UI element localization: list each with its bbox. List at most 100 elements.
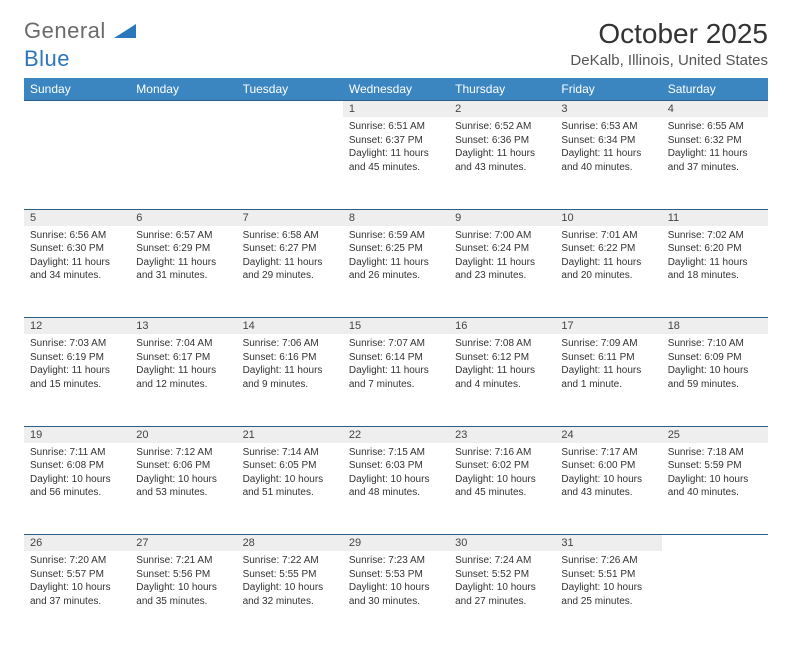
- daylight-line: Daylight: 11 hours and 18 minutes.: [668, 256, 762, 283]
- day-content-cell: Sunrise: 7:14 AMSunset: 6:05 PMDaylight:…: [237, 443, 343, 535]
- daylight-line: Daylight: 10 hours and 40 minutes.: [668, 473, 762, 500]
- daylight-line: Daylight: 11 hours and 29 minutes.: [243, 256, 337, 283]
- day-content-cell: Sunrise: 6:53 AMSunset: 6:34 PMDaylight:…: [555, 117, 661, 209]
- day-number-cell: 16: [449, 318, 555, 335]
- day-content-cell: Sunrise: 6:55 AMSunset: 6:32 PMDaylight:…: [662, 117, 768, 209]
- daylight-line: Daylight: 10 hours and 32 minutes.: [243, 581, 337, 608]
- day-number-cell: 19: [24, 426, 130, 443]
- sunrise-line: Sunrise: 7:06 AM: [243, 337, 337, 351]
- day-number-cell: 23: [449, 426, 555, 443]
- day-content-cell: Sunrise: 7:17 AMSunset: 6:00 PMDaylight:…: [555, 443, 661, 535]
- daylight-line: Daylight: 11 hours and 15 minutes.: [30, 364, 124, 391]
- daylight-line: Daylight: 10 hours and 43 minutes.: [561, 473, 655, 500]
- sunrise-line: Sunrise: 7:18 AM: [668, 446, 762, 460]
- day-content-cell: Sunrise: 7:24 AMSunset: 5:52 PMDaylight:…: [449, 551, 555, 643]
- sunrise-line: Sunrise: 7:24 AM: [455, 554, 549, 568]
- daylight-line: Daylight: 10 hours and 51 minutes.: [243, 473, 337, 500]
- logo-triangle-icon: [114, 18, 136, 44]
- sunrise-line: Sunrise: 6:53 AM: [561, 120, 655, 134]
- daylight-line: Daylight: 11 hours and 23 minutes.: [455, 256, 549, 283]
- sunrise-line: Sunrise: 7:04 AM: [136, 337, 230, 351]
- daylight-line: Daylight: 11 hours and 37 minutes.: [668, 147, 762, 174]
- day-content-cell: Sunrise: 6:51 AMSunset: 6:37 PMDaylight:…: [343, 117, 449, 209]
- sunset-line: Sunset: 6:22 PM: [561, 242, 655, 256]
- day-content-row: Sunrise: 7:11 AMSunset: 6:08 PMDaylight:…: [24, 443, 768, 535]
- day-number-cell: 15: [343, 318, 449, 335]
- daylight-line: Daylight: 10 hours and 56 minutes.: [30, 473, 124, 500]
- sunrise-line: Sunrise: 7:20 AM: [30, 554, 124, 568]
- day-content-cell: Sunrise: 7:02 AMSunset: 6:20 PMDaylight:…: [662, 226, 768, 318]
- day-number-cell: 26: [24, 535, 130, 552]
- sunrise-line: Sunrise: 7:11 AM: [30, 446, 124, 460]
- day-number-row: 12131415161718: [24, 318, 768, 335]
- day-content-cell: Sunrise: 7:01 AMSunset: 6:22 PMDaylight:…: [555, 226, 661, 318]
- weekday-header: Thursday: [449, 78, 555, 101]
- day-content-cell: Sunrise: 6:56 AMSunset: 6:30 PMDaylight:…: [24, 226, 130, 318]
- day-content-cell: Sunrise: 7:00 AMSunset: 6:24 PMDaylight:…: [449, 226, 555, 318]
- day-number-cell: 9: [449, 209, 555, 226]
- daylight-line: Daylight: 11 hours and 34 minutes.: [30, 256, 124, 283]
- day-content-cell: Sunrise: 6:57 AMSunset: 6:29 PMDaylight:…: [130, 226, 236, 318]
- day-number-cell: 27: [130, 535, 236, 552]
- day-number-cell: 8: [343, 209, 449, 226]
- sunset-line: Sunset: 6:11 PM: [561, 351, 655, 365]
- sunset-line: Sunset: 6:27 PM: [243, 242, 337, 256]
- sunrise-line: Sunrise: 6:51 AM: [349, 120, 443, 134]
- daylight-line: Daylight: 10 hours and 27 minutes.: [455, 581, 549, 608]
- sunrise-line: Sunrise: 6:55 AM: [668, 120, 762, 134]
- daylight-line: Daylight: 10 hours and 45 minutes.: [455, 473, 549, 500]
- sunset-line: Sunset: 5:52 PM: [455, 568, 549, 582]
- daylight-line: Daylight: 11 hours and 31 minutes.: [136, 256, 230, 283]
- weekday-header: Sunday: [24, 78, 130, 101]
- day-number-cell: [130, 101, 236, 118]
- day-number-cell: 14: [237, 318, 343, 335]
- month-title: October 2025: [570, 18, 768, 50]
- day-number-cell: 28: [237, 535, 343, 552]
- day-content-cell: Sunrise: 7:26 AMSunset: 5:51 PMDaylight:…: [555, 551, 661, 643]
- sunrise-line: Sunrise: 7:09 AM: [561, 337, 655, 351]
- sunset-line: Sunset: 6:19 PM: [30, 351, 124, 365]
- day-number-cell: 30: [449, 535, 555, 552]
- weekday-header: Wednesday: [343, 78, 449, 101]
- daylight-line: Daylight: 11 hours and 40 minutes.: [561, 147, 655, 174]
- day-content-cell: Sunrise: 7:04 AMSunset: 6:17 PMDaylight:…: [130, 334, 236, 426]
- sunset-line: Sunset: 6:12 PM: [455, 351, 549, 365]
- calendar-table: SundayMondayTuesdayWednesdayThursdayFrid…: [24, 78, 768, 643]
- sunset-line: Sunset: 5:55 PM: [243, 568, 337, 582]
- daylight-line: Daylight: 11 hours and 7 minutes.: [349, 364, 443, 391]
- day-content-cell: [662, 551, 768, 643]
- daylight-line: Daylight: 11 hours and 1 minute.: [561, 364, 655, 391]
- sunrise-line: Sunrise: 7:14 AM: [243, 446, 337, 460]
- sunrise-line: Sunrise: 7:00 AM: [455, 229, 549, 243]
- sunset-line: Sunset: 5:51 PM: [561, 568, 655, 582]
- day-number-cell: 20: [130, 426, 236, 443]
- logo-text-blue: Blue: [24, 46, 70, 71]
- sunrise-line: Sunrise: 6:57 AM: [136, 229, 230, 243]
- sunset-line: Sunset: 6:34 PM: [561, 134, 655, 148]
- day-number-cell: 21: [237, 426, 343, 443]
- daylight-line: Daylight: 10 hours and 37 minutes.: [30, 581, 124, 608]
- header: General Blue October 2025 DeKalb, Illino…: [24, 18, 768, 72]
- sunrise-line: Sunrise: 7:02 AM: [668, 229, 762, 243]
- sunset-line: Sunset: 6:03 PM: [349, 459, 443, 473]
- daylight-line: Daylight: 11 hours and 26 minutes.: [349, 256, 443, 283]
- sunrise-line: Sunrise: 7:16 AM: [455, 446, 549, 460]
- logo: General Blue: [24, 18, 136, 72]
- day-content-row: Sunrise: 6:56 AMSunset: 6:30 PMDaylight:…: [24, 226, 768, 318]
- sunrise-line: Sunrise: 7:01 AM: [561, 229, 655, 243]
- day-content-cell: [237, 117, 343, 209]
- sunrise-line: Sunrise: 7:10 AM: [668, 337, 762, 351]
- day-number-cell: 6: [130, 209, 236, 226]
- sunrise-line: Sunrise: 7:03 AM: [30, 337, 124, 351]
- sunset-line: Sunset: 6:02 PM: [455, 459, 549, 473]
- sunset-line: Sunset: 6:06 PM: [136, 459, 230, 473]
- sunrise-line: Sunrise: 6:59 AM: [349, 229, 443, 243]
- day-content-cell: Sunrise: 6:59 AMSunset: 6:25 PMDaylight:…: [343, 226, 449, 318]
- weekday-header: Tuesday: [237, 78, 343, 101]
- day-content-cell: Sunrise: 7:18 AMSunset: 5:59 PMDaylight:…: [662, 443, 768, 535]
- day-content-cell: Sunrise: 7:21 AMSunset: 5:56 PMDaylight:…: [130, 551, 236, 643]
- day-number-cell: 12: [24, 318, 130, 335]
- sunrise-line: Sunrise: 6:52 AM: [455, 120, 549, 134]
- day-number-cell: 5: [24, 209, 130, 226]
- day-content-cell: Sunrise: 7:11 AMSunset: 6:08 PMDaylight:…: [24, 443, 130, 535]
